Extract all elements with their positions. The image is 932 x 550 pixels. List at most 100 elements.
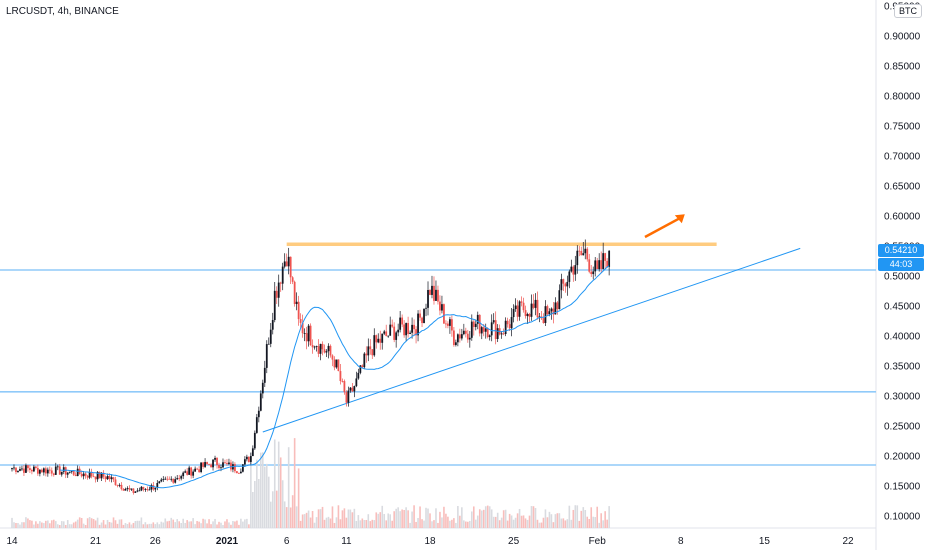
- candle-body: [464, 330, 467, 334]
- x-tick-label: 18: [424, 536, 436, 547]
- candle-body: [437, 289, 439, 302]
- candle-body: [520, 301, 523, 303]
- candle-body: [281, 266, 284, 284]
- candle-body: [512, 309, 515, 318]
- y-tick-label: 0.45000: [884, 302, 921, 313]
- volume-bar: [309, 517, 312, 528]
- candle-body: [572, 266, 575, 275]
- candle-body: [245, 456, 248, 460]
- candle-body: [413, 324, 415, 330]
- volume-bar: [484, 506, 487, 528]
- candle-body: [102, 472, 105, 477]
- candle-body: [208, 464, 210, 465]
- candle-body: [419, 313, 421, 318]
- volume-bar: [604, 511, 606, 528]
- candle-body: [532, 303, 535, 308]
- candle-body: [492, 320, 495, 323]
- candle-body: [15, 467, 17, 472]
- candle-body: [441, 304, 443, 311]
- volume-bar: [325, 517, 328, 528]
- candle-body: [68, 471, 71, 473]
- volume-bar: [289, 507, 292, 528]
- volume-bar: [357, 515, 360, 528]
- volume-bar: [100, 522, 103, 528]
- candle-body: [447, 323, 449, 326]
- candle-body: [283, 261, 286, 267]
- volume-bar: [68, 524, 71, 528]
- volume-bar: [469, 520, 471, 528]
- volume-bar: [102, 520, 105, 528]
- volume-bar: [478, 509, 481, 528]
- volume-bar: [108, 522, 111, 528]
- volume-bar: [365, 519, 368, 528]
- candle-body: [405, 323, 408, 336]
- candle-body: [365, 353, 368, 356]
- volume-bar: [576, 505, 579, 528]
- volume-bar: [70, 524, 73, 528]
- x-tick-label: 14: [6, 536, 18, 547]
- candle-body: [484, 328, 487, 332]
- volume-bar: [124, 523, 127, 528]
- candle-body: [536, 299, 539, 318]
- candle-body: [309, 325, 312, 346]
- candle-body: [445, 323, 447, 325]
- volume-bar: [110, 522, 113, 528]
- candle-body: [480, 327, 483, 334]
- candle-body: [562, 279, 565, 284]
- candle-body: [584, 248, 587, 254]
- volume-bar: [445, 513, 447, 528]
- candle-body: [556, 302, 559, 310]
- volume-bar: [518, 508, 521, 528]
- candle-body: [251, 448, 254, 457]
- candle-body: [576, 250, 579, 266]
- candle-body: [62, 467, 65, 472]
- candle-body: [44, 468, 47, 474]
- candle-body: [241, 464, 244, 472]
- volume-bar: [126, 524, 129, 528]
- candle-body: [431, 285, 433, 295]
- candle-body: [415, 329, 417, 336]
- volume-bar: [355, 520, 358, 528]
- volume-bar: [471, 511, 473, 528]
- candle-body: [552, 308, 555, 315]
- volume-bar: [29, 520, 31, 528]
- volume-bar: [224, 521, 226, 528]
- volume-bar: [56, 524, 59, 528]
- candle-body: [162, 479, 165, 480]
- volume-bar: [122, 524, 125, 528]
- x-tick-label: 2021: [216, 536, 239, 547]
- candle-body: [50, 470, 53, 474]
- candle-body: [496, 328, 499, 339]
- arrow-shaft: [644, 217, 681, 239]
- candle-body: [303, 333, 306, 334]
- candle-body: [594, 260, 597, 272]
- volume-bar: [275, 490, 278, 528]
- candle-body: [343, 381, 346, 393]
- candle-body: [128, 488, 131, 490]
- volume-bar: [480, 510, 483, 528]
- candle-body: [449, 319, 451, 326]
- candle-body: [361, 365, 364, 368]
- volume-bar: [580, 510, 583, 528]
- volume-bar: [11, 517, 13, 528]
- volume-bar: [393, 511, 395, 528]
- candle-body: [582, 253, 585, 256]
- volume-bar: [130, 524, 133, 528]
- volume-bar: [134, 521, 137, 528]
- candle-body: [488, 335, 491, 338]
- volume-bar: [269, 501, 272, 528]
- volume-bar: [88, 517, 91, 528]
- candle-body: [331, 355, 334, 360]
- volume-bar: [476, 515, 479, 528]
- candle-body: [170, 478, 173, 480]
- volume-bar: [463, 520, 465, 528]
- volume-bar: [15, 523, 17, 528]
- candle-body: [226, 463, 228, 465]
- volume-bar: [256, 459, 258, 528]
- candle-body: [40, 469, 43, 473]
- candle-body: [454, 342, 457, 345]
- volume-bar: [435, 508, 437, 528]
- quote-currency-badge[interactable]: BTC: [894, 4, 922, 18]
